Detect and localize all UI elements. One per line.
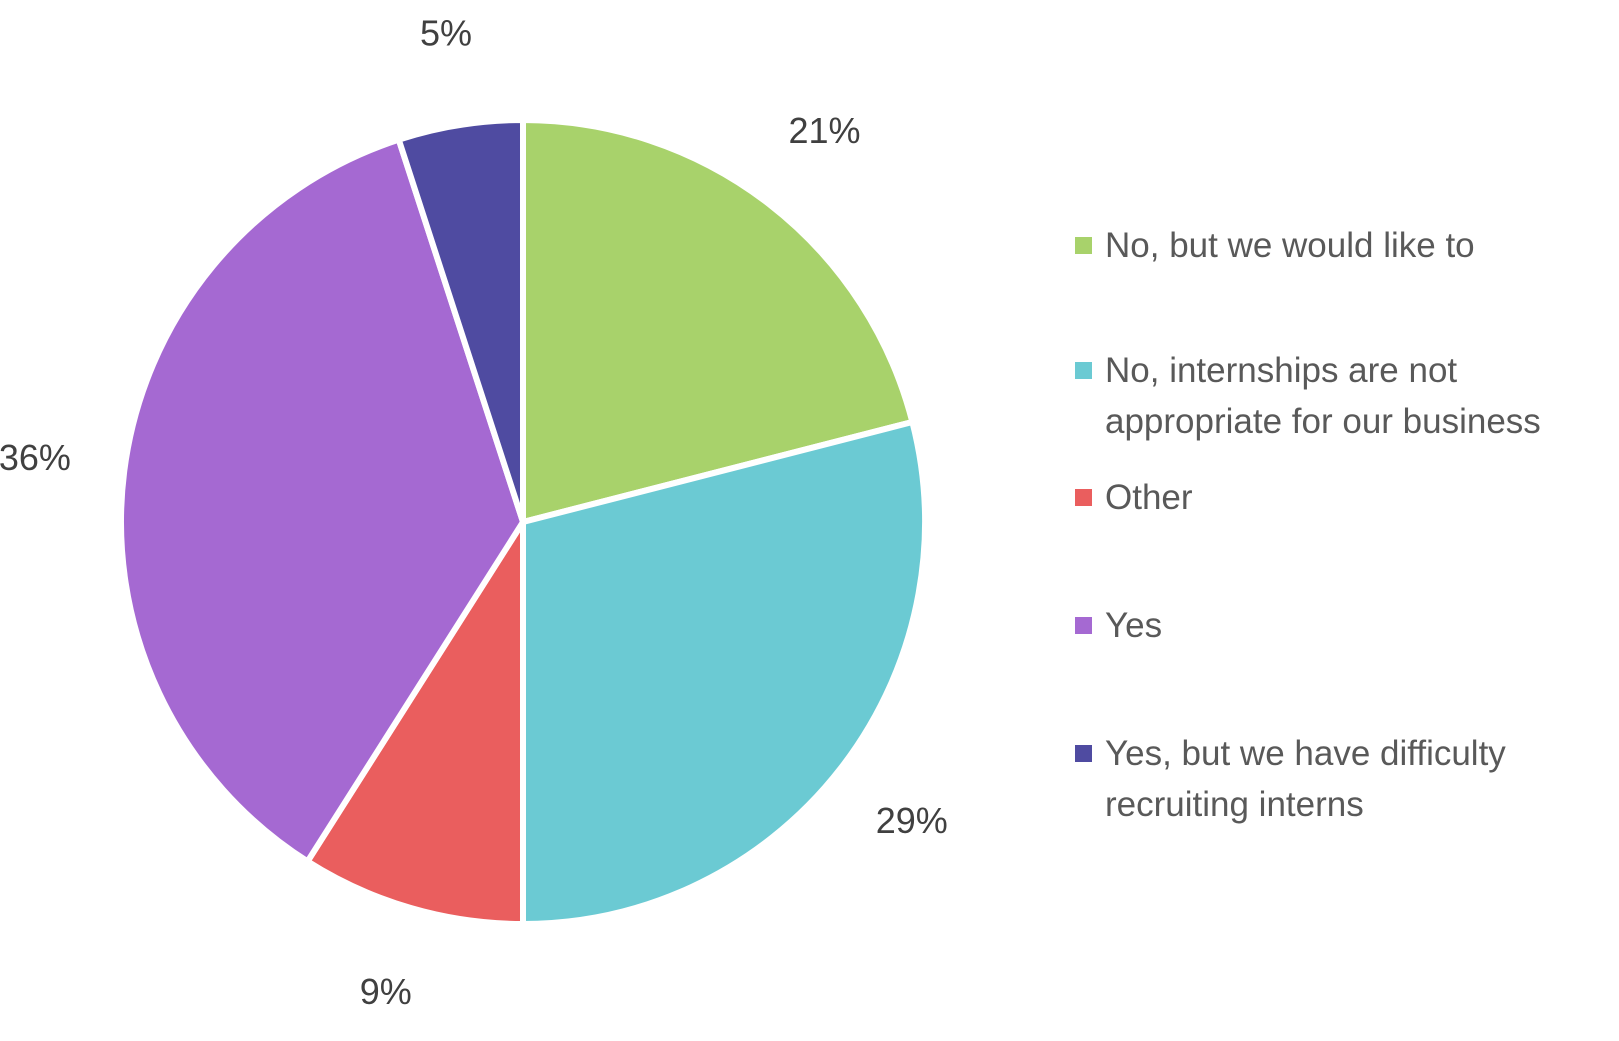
pie-slices — [118, 116, 928, 928]
data-label-4: 5% — [420, 13, 472, 54]
pie-slice-4 — [394, 116, 526, 523]
legend-label: Other — [1105, 478, 1193, 517]
legend-label: No, but we would like to — [1105, 226, 1475, 265]
legend-swatch — [1075, 489, 1092, 506]
data-label-0: 21% — [789, 110, 861, 151]
legend-swatch — [1075, 745, 1092, 762]
pie-data-labels: 21% 29% 9% 36% 5% — [0, 13, 948, 1012]
data-label-2: 9% — [360, 971, 412, 1012]
pie-slice-0 — [520, 116, 917, 526]
data-label-1: 29% — [876, 800, 948, 841]
legend-swatch — [1075, 237, 1092, 254]
legend-swatch — [1075, 362, 1092, 379]
legend-swatch — [1075, 617, 1092, 634]
legend-label: No, internships are not appropriate for … — [1105, 351, 1541, 441]
legend-label: Yes, but we have difficulty recruiting i… — [1105, 734, 1506, 824]
pie-slice-3 — [118, 135, 527, 866]
legend: No, but we would like to No, internships… — [1075, 0, 1615, 1041]
pie-slice-2 — [303, 511, 526, 928]
pie-slice-1 — [520, 418, 928, 928]
legend-label: Yes — [1105, 606, 1163, 645]
data-label-3: 36% — [0, 437, 71, 478]
